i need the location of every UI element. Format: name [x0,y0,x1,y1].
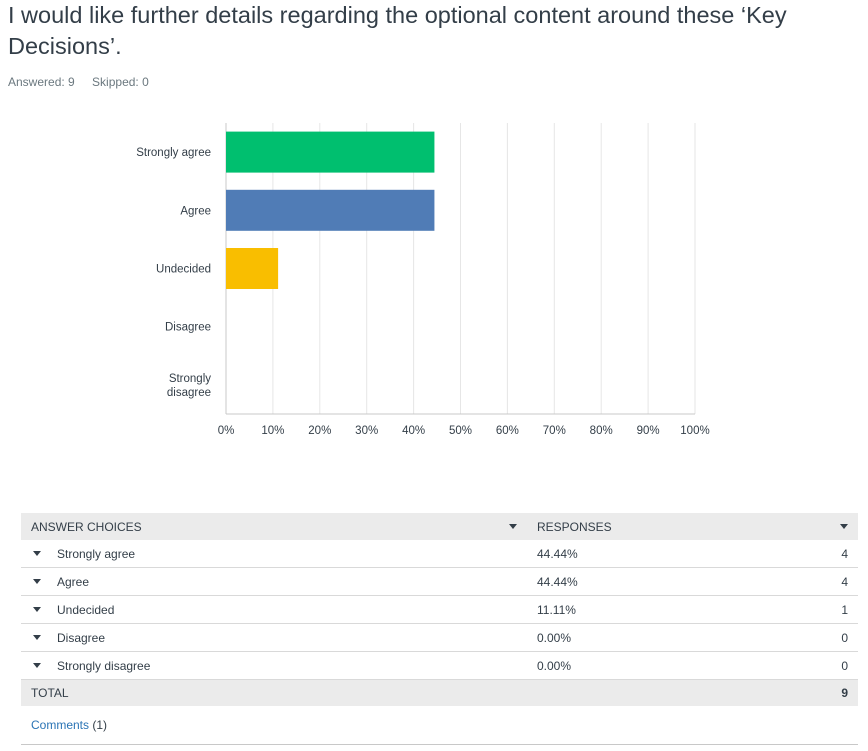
response-percent: 0.00% [527,623,757,652]
x-tick-label: 70% [543,425,566,437]
responses-header-label: RESPONSES [537,519,612,534]
category-label: Agree [180,205,211,217]
sort-caret-icon[interactable] [840,524,848,529]
answer-choices-header-label: ANSWER CHOICES [31,519,142,534]
answer-choice-label: Disagree [57,630,106,645]
response-percent: 44.44% [527,540,757,568]
bar-chart: Strongly agree Agree Undecided Disagree Stro… [136,123,710,437]
x-tick-label: 100% [680,425,709,437]
response-percent: 11.11% [527,595,757,624]
answer-choice-cell[interactable]: Strongly agree [21,540,527,568]
total-label: TOTAL [21,679,757,706]
response-stats: Answered: 9 Skipped: 0 [8,75,149,89]
category-label: Disagree [165,322,211,334]
answer-choice-label: Agree [57,574,90,589]
response-count: 4 [756,540,858,568]
response-percent: 0.00% [527,651,757,680]
answer-choice-cell[interactable]: Agree [21,567,527,596]
bar[interactable] [226,131,435,173]
response-percent: 44.44% [527,567,757,596]
expand-caret-icon[interactable] [33,578,41,584]
sort-caret-icon[interactable] [509,524,517,529]
x-tick-label: 50% [449,425,472,437]
results-table: ANSWER CHOICES RESPONSES Strongly agree … [21,513,858,706]
divider [21,744,858,745]
response-count: 1 [756,595,858,624]
question-title: I would like further details regarding t… [8,2,787,59]
comments-link[interactable]: Comments [31,718,90,732]
bar[interactable] [226,248,279,289]
table-row: Disagree 0.00% 0 [21,623,858,652]
skipped-count: Skipped: 0 [92,75,149,89]
answer-choice-label: Strongly disagree [57,658,151,673]
chart-bars [226,131,435,289]
category-label: Undecided [156,264,211,276]
answer-choice-label: Strongly agree [57,546,136,561]
x-tick-label: 10% [261,425,284,437]
answer-choices-header[interactable]: ANSWER CHOICES [21,513,527,540]
table-row: Strongly disagree 0.00% 0 [21,651,858,680]
x-tick-label: 80% [590,425,613,437]
x-tick-label: 90% [637,425,660,437]
total-row: TOTAL 9 [21,679,858,706]
category-label: Strongly disagree [167,373,211,399]
x-tick-label: 0% [218,425,235,437]
comments-count: (1) [92,718,108,732]
answer-choice-label: Undecided [57,602,115,617]
total-count: 9 [756,679,858,706]
table-row: Strongly agree 44.44% 4 [21,540,858,568]
answer-choice-cell[interactable]: Undecided [21,595,527,624]
answer-choice-cell[interactable]: Disagree [21,623,527,652]
answered-count: Answered: 9 [8,75,75,89]
expand-caret-icon[interactable] [33,662,41,668]
table-row: Agree 44.44% 4 [21,567,858,596]
category-labels: Strongly agree Agree Undecided Disagree Stro… [136,147,211,399]
x-tick-label: 30% [355,425,378,437]
expand-caret-icon[interactable] [33,634,41,640]
expand-caret-icon[interactable] [33,606,41,612]
response-count: 0 [756,651,858,680]
response-count: 4 [756,567,858,596]
responses-header[interactable]: RESPONSES [527,513,858,540]
x-axis-tick-labels: 0% 10% 20% 30% 40% 50% 60% 70% 80% 90% 100% [218,425,710,437]
answer-choice-cell[interactable]: Strongly disagree [21,651,527,680]
table-row: Undecided 11.11% 1 [21,595,858,624]
x-tick-label: 60% [496,425,519,437]
comments-link-wrapper: Comments (1) [31,718,107,732]
bar[interactable] [226,189,435,231]
response-count: 0 [756,623,858,652]
x-tick-label: 20% [308,425,331,437]
category-label: Strongly agree [136,147,211,159]
x-tick-label: 40% [402,425,425,437]
expand-caret-icon[interactable] [33,550,41,556]
